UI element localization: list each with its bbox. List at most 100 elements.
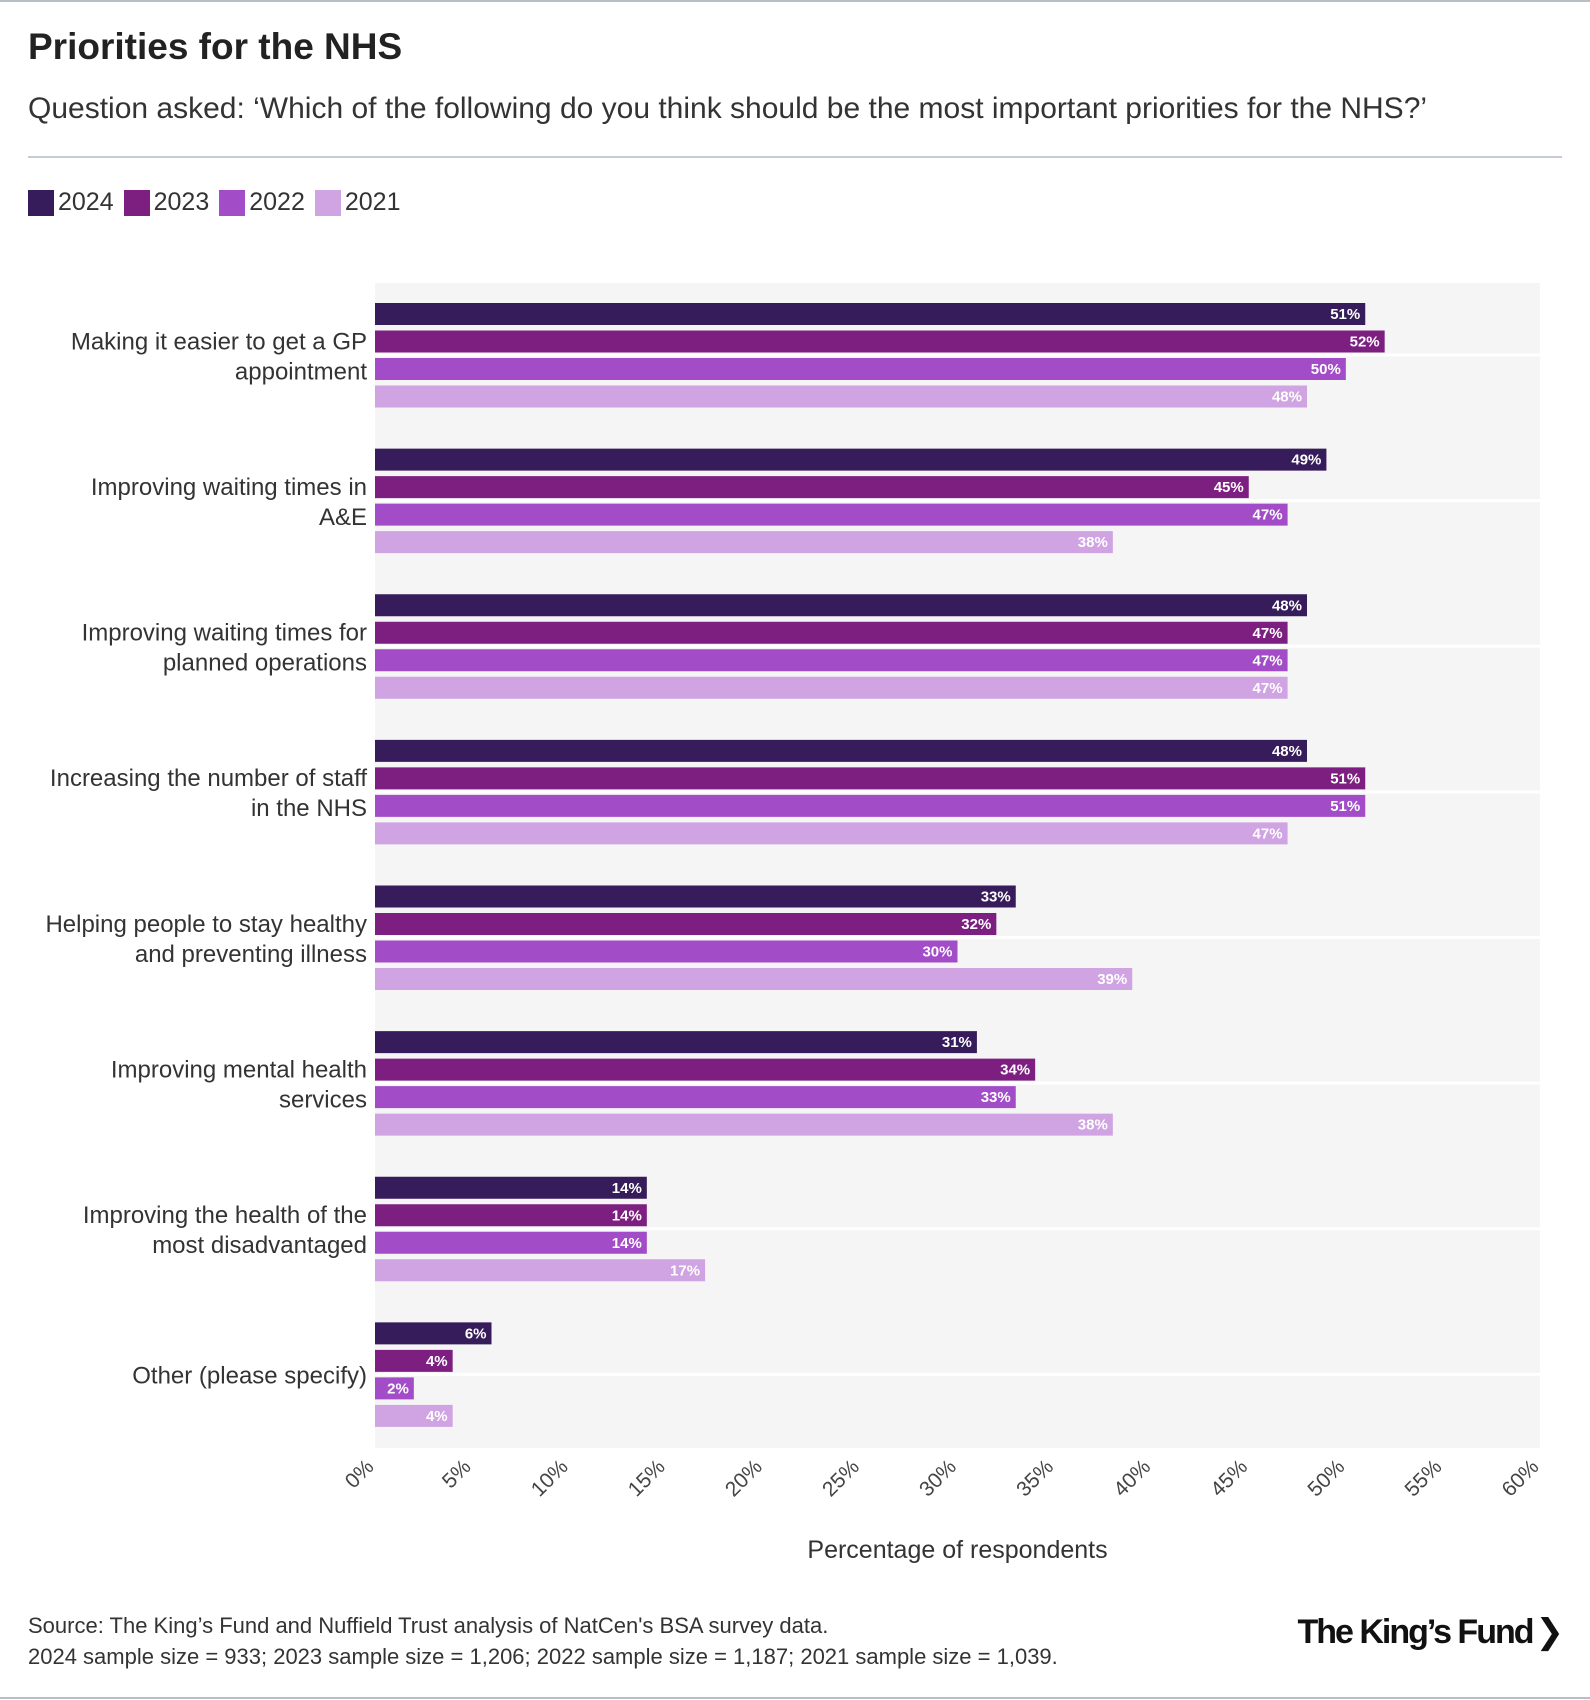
data-label-2022: 50%: [1311, 361, 1341, 378]
legend-label-2024: 2024: [58, 188, 114, 216]
data-label-2024: 6%: [465, 1325, 487, 1342]
bar-2022: [375, 503, 1288, 526]
data-label-2021: 17%: [670, 1262, 700, 1279]
bar-2024: [375, 1322, 492, 1345]
data-label-2023: 52%: [1350, 334, 1380, 351]
category-label: and preventing illness: [135, 941, 367, 968]
bar-2024: [375, 1031, 977, 1054]
x-axis-label: Percentage of respondents: [807, 1536, 1107, 1564]
x-tick-label: 40%: [1109, 1455, 1155, 1501]
data-label-2023: 47%: [1253, 625, 1283, 642]
x-tick-label: 60%: [1498, 1455, 1544, 1501]
category-label: Increasing the number of staff: [50, 765, 367, 792]
chart-title: Priorities for the NHS: [28, 26, 403, 67]
data-label-2021: 4%: [426, 1408, 448, 1425]
x-tick-label: 30%: [915, 1455, 961, 1501]
data-label-2023: 32%: [961, 916, 991, 933]
legend-label-2021: 2021: [344, 188, 401, 216]
bar-2022: [375, 1377, 414, 1400]
bar-2022: [375, 1231, 647, 1254]
bar-2022: [375, 940, 958, 963]
header-divider: [28, 156, 1562, 158]
data-label-2023: 14%: [612, 1207, 642, 1224]
bar-2024: [375, 448, 1327, 471]
data-label-2023: 45%: [1214, 479, 1244, 496]
data-label-2021: 47%: [1253, 825, 1283, 842]
chart-subtitle: Question asked: ‘Which of the following …: [28, 92, 1428, 125]
category-label: appointment: [235, 358, 367, 385]
category-label: Other (please specify): [132, 1363, 367, 1390]
bar-2023: [375, 1349, 453, 1372]
bar-2021: [375, 676, 1288, 699]
bar-2023: [375, 330, 1385, 353]
data-label-2023: 4%: [426, 1353, 448, 1370]
logo-text: The King’s Fund: [1297, 1613, 1534, 1651]
bar-2021: [375, 822, 1288, 845]
bar-2022: [375, 1086, 1016, 1109]
x-tick-label: 55%: [1400, 1455, 1446, 1501]
data-label-2024: 48%: [1272, 743, 1302, 760]
x-tick-label: 10%: [527, 1455, 573, 1501]
data-label-2021: 39%: [1097, 971, 1127, 988]
bar-2021: [375, 531, 1113, 554]
data-label-2023: 51%: [1330, 770, 1360, 787]
bar-2023: [375, 476, 1249, 499]
data-label-2022: 47%: [1253, 507, 1283, 524]
bar-2023: [375, 767, 1366, 790]
legend-swatch-2022: [219, 189, 246, 216]
data-label-2021: 38%: [1078, 1117, 1108, 1134]
category-label: Improving mental health: [111, 1056, 367, 1083]
bar-chart: Making it easier to get a GP appointment 5…: [45, 303, 1544, 1564]
category-label: Helping people to stay healthy: [45, 911, 367, 938]
category-label: Improving the health of the: [83, 1202, 367, 1229]
source-line-2: 2024 sample size = 933; 2023 sample size…: [28, 1644, 1058, 1669]
source-note: Source: The King’s Fund and Nuffield Tru…: [28, 1610, 1058, 1672]
bar-2021: [375, 1113, 1113, 1136]
category-label: Improving waiting times in: [91, 474, 367, 501]
bar-2023: [375, 621, 1288, 644]
bar-2021: [375, 385, 1307, 408]
legend-label-2022: 2022: [249, 188, 305, 216]
bar-2024: [375, 1176, 647, 1199]
category-label: Improving waiting times for: [82, 620, 367, 647]
x-tick-label: 5%: [438, 1455, 476, 1493]
data-label-2021: 47%: [1253, 680, 1283, 697]
x-tick-label: 35%: [1012, 1455, 1058, 1501]
x-tick-label: 50%: [1303, 1455, 1349, 1501]
category-label: services: [279, 1086, 367, 1113]
legend: 2024 2023 2022 2021: [28, 188, 403, 217]
data-label-2024: 31%: [942, 1034, 972, 1051]
data-label-2024: 14%: [612, 1180, 642, 1197]
bottom-rule: [0, 1697, 1590, 1699]
category-label: Making it easier to get a GP: [71, 328, 367, 355]
category-label: in the NHS: [251, 795, 367, 822]
legend-item-2022: 2022: [219, 188, 305, 217]
category-label: planned operations: [163, 650, 367, 677]
data-label-2021: 48%: [1272, 389, 1302, 406]
legend-item-2024: 2024: [28, 188, 114, 217]
data-label-2022: 30%: [922, 944, 952, 961]
data-label-2022: 51%: [1330, 798, 1360, 815]
bar-2021: [375, 968, 1133, 990]
data-label-2022: 14%: [612, 1235, 642, 1252]
bar-2023: [375, 1204, 647, 1227]
bar-2023: [375, 1058, 1036, 1081]
bar-2021: [375, 1404, 453, 1427]
bar-2024: [375, 739, 1307, 762]
data-label-2024: 33%: [981, 889, 1011, 906]
data-label-2024: 48%: [1272, 597, 1302, 614]
data-label-2022: 33%: [981, 1089, 1011, 1106]
legend-label-2023: 2023: [153, 188, 210, 216]
bar-2022: [375, 794, 1366, 817]
bar-2024: [375, 594, 1307, 617]
x-tick-label: 20%: [721, 1455, 767, 1501]
bar-2022: [375, 649, 1288, 672]
category-label: A&E: [319, 504, 367, 531]
x-tick-label: 0%: [341, 1455, 379, 1493]
x-tick-label: 25%: [818, 1455, 864, 1501]
legend-swatch-2021: [314, 189, 341, 216]
data-label-2024: 49%: [1291, 452, 1321, 469]
legend-item-2021: 2021: [314, 188, 401, 217]
logo-chevron-icon: ❯: [1535, 1613, 1565, 1651]
source-line-1: Source: The King’s Fund and Nuffield Tru…: [28, 1613, 829, 1638]
